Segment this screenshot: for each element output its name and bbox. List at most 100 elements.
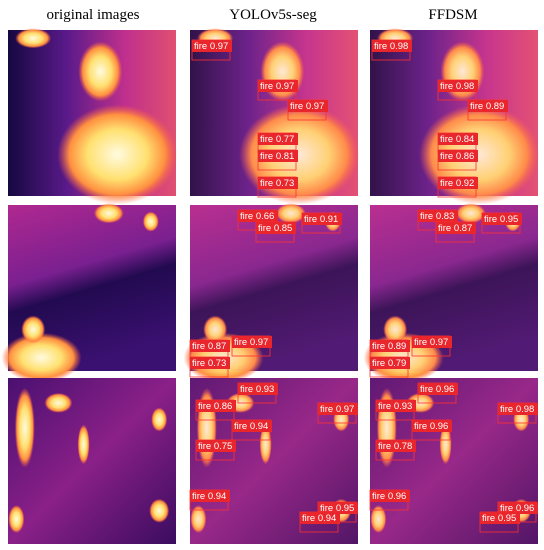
- detection-label-bg: [468, 100, 508, 112]
- hot-spot: [57, 104, 178, 205]
- image-background: [8, 378, 176, 544]
- hot-spot: [142, 211, 159, 232]
- hot-spot: [44, 392, 73, 413]
- detection-label: fire 0.93: [378, 401, 412, 412]
- detection-label: fire 0.89: [470, 101, 504, 112]
- hot-spot: [15, 28, 52, 49]
- detection-label: fire 0.79: [372, 358, 406, 369]
- detection-label-bg: [258, 80, 298, 92]
- detection-label: fire 0.98: [440, 81, 474, 92]
- hot-spot: [190, 505, 207, 534]
- hot-spot: [78, 41, 123, 102]
- mask-overlay: [370, 30, 538, 196]
- thermal-image: fire 0.83 fire 0.95 fire 0.87 fire 0.89 fire…: [363, 203, 538, 383]
- detection-label: fire 0.73: [260, 178, 294, 189]
- detection-label: fire 0.86: [198, 401, 232, 412]
- detection-label: fire 0.75: [198, 441, 232, 452]
- detection-label: fire 0.94: [234, 421, 268, 432]
- detection-label-bg: [302, 213, 342, 225]
- detection-label-bg: [412, 336, 452, 348]
- detection-label-bg: [190, 340, 230, 352]
- detection-label-bg: [192, 40, 232, 52]
- detection-label: fire 0.83: [420, 211, 454, 222]
- detection-label-bg: [438, 150, 478, 162]
- detection-label-bg: [238, 210, 278, 222]
- detection-label-bg: [258, 177, 298, 189]
- detection-label: fire 0.96: [500, 503, 534, 514]
- detection-label: fire 0.78: [378, 441, 412, 452]
- detection-label-bg: [436, 222, 476, 234]
- thermal-image: [8, 378, 176, 544]
- detection-label-bg: [498, 502, 538, 514]
- hot-spot: [93, 203, 124, 224]
- hot-spot: [383, 315, 408, 344]
- detection-label: fire 0.86: [440, 151, 474, 162]
- detection-label: fire 0.94: [302, 513, 336, 524]
- detection-label-bg: [438, 133, 478, 145]
- hot-spot: [439, 424, 452, 465]
- detection-label-bg: [190, 357, 230, 369]
- detection-label: fire 0.87: [192, 341, 226, 352]
- detection-label-bg: [300, 512, 340, 524]
- thermal-image: fire 0.98 fire 0.98 fire 0.89 fire 0.84 fire…: [370, 28, 540, 205]
- detection-label: fire 0.89: [372, 341, 406, 352]
- detection-label-bg: [438, 80, 478, 92]
- detection-label-bg: [438, 177, 478, 189]
- detection-label: fire 0.95: [320, 503, 354, 514]
- thermal-image: [8, 28, 178, 205]
- panels: fire 0.97 fire 0.97 fire 0.97 fire 0.77 fire…: [1, 28, 540, 544]
- hot-spot: [275, 203, 306, 224]
- detection-label-bg: [498, 403, 538, 415]
- detection-label: fire 0.93: [240, 384, 274, 395]
- hot-spot: [370, 505, 387, 534]
- hot-spot: [455, 203, 486, 224]
- detection-label: fire 0.98: [500, 404, 534, 415]
- detection-label-bg: [376, 440, 416, 452]
- detection-label: fire 0.97: [320, 404, 354, 415]
- column-header: YOLOv5s-seg: [229, 7, 317, 23]
- detection-label-bg: [232, 420, 272, 432]
- detection-label: fire 0.97: [234, 337, 268, 348]
- detection-label: fire 0.97: [290, 101, 324, 112]
- detection-label: fire 0.73: [192, 358, 226, 369]
- thermal-image: fire 0.97 fire 0.97 fire 0.97 fire 0.77 fire…: [190, 28, 360, 205]
- hot-spot: [149, 498, 170, 523]
- detection-label-bg: [376, 400, 416, 412]
- hot-spot: [77, 424, 90, 465]
- detection-label: fire 0.97: [414, 337, 448, 348]
- detection-label: fire 0.91: [304, 214, 338, 225]
- detection-label-bg: [318, 502, 358, 514]
- detection-label: fire 0.97: [194, 41, 228, 52]
- hot-spot: [203, 315, 228, 344]
- hot-spot: [14, 387, 35, 468]
- detection-label: fire 0.94: [192, 491, 226, 502]
- detection-label: fire 0.77: [260, 134, 294, 145]
- detection-label-bg: [196, 440, 236, 452]
- thermal-image: fire 0.66 fire 0.91 fire 0.85 fire 0.87 fire…: [183, 203, 358, 383]
- detection-label: fire 0.81: [260, 151, 294, 162]
- hot-spot: [151, 407, 168, 432]
- detection-label-bg: [190, 490, 230, 502]
- detection-label-bg: [238, 383, 278, 395]
- detection-label-bg: [370, 340, 410, 352]
- detection-label: fire 0.95: [484, 214, 518, 225]
- detection-label-bg: [196, 400, 236, 412]
- detection-label-bg: [318, 403, 358, 415]
- column-header: FFDSM: [428, 7, 477, 23]
- detection-label: fire 0.96: [372, 491, 406, 502]
- detection-label-bg: [480, 512, 520, 524]
- detection-label-bg: [258, 133, 298, 145]
- detection-label-bg: [482, 213, 522, 225]
- hot-spot: [8, 505, 25, 534]
- detection-label: fire 0.96: [414, 421, 448, 432]
- column-header: original images: [47, 7, 140, 23]
- detection-label: fire 0.92: [440, 178, 474, 189]
- hot-spot: [259, 424, 272, 465]
- hot-spot: [21, 315, 46, 344]
- detection-label-bg: [372, 40, 412, 52]
- detection-label: fire 0.97: [260, 81, 294, 92]
- thermal-image: [1, 203, 176, 383]
